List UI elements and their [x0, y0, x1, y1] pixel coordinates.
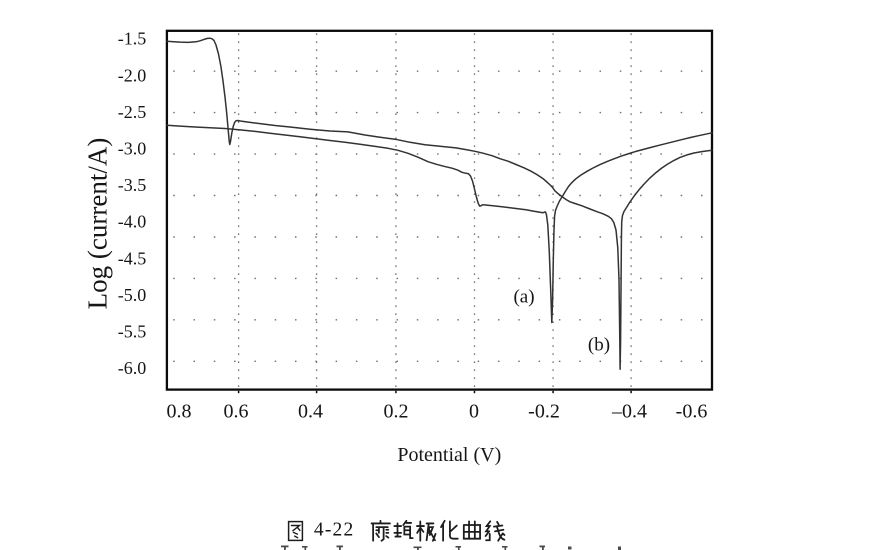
svg-text:-0.2: -0.2: [528, 401, 560, 423]
svg-text:0: 0: [469, 401, 479, 423]
svg-text:-3.5: -3.5: [118, 175, 147, 195]
svg-text:Log (current/A): Log (current/A): [83, 138, 113, 310]
svg-text:-2.0: -2.0: [118, 65, 147, 85]
svg-text:(b): (b): [588, 335, 610, 356]
svg-text:-5.5: -5.5: [118, 322, 147, 342]
svg-text:-4.5: -4.5: [118, 248, 147, 268]
svg-text:-1.5: -1.5: [118, 29, 147, 49]
svg-text:(a): (a): [513, 287, 534, 308]
svg-text:-4.0: -4.0: [118, 212, 147, 232]
svg-text:-3.0: -3.0: [118, 139, 147, 159]
svg-text:0.8: 0.8: [167, 401, 192, 423]
svg-text:4-22: 4-22: [314, 520, 355, 541]
svg-text:0.2: 0.2: [384, 401, 409, 423]
svg-text:Potential (V): Potential (V): [397, 444, 501, 466]
svg-text:–0.4: –0.4: [611, 401, 647, 423]
svg-text:-0.6: -0.6: [676, 401, 708, 423]
svg-text:0.6: 0.6: [224, 401, 249, 423]
svg-text:-2.5: -2.5: [118, 102, 147, 122]
svg-text:0.4: 0.4: [298, 401, 323, 423]
svg-text:-5.0: -5.0: [118, 285, 147, 305]
svg-text:-6.0: -6.0: [118, 358, 147, 378]
